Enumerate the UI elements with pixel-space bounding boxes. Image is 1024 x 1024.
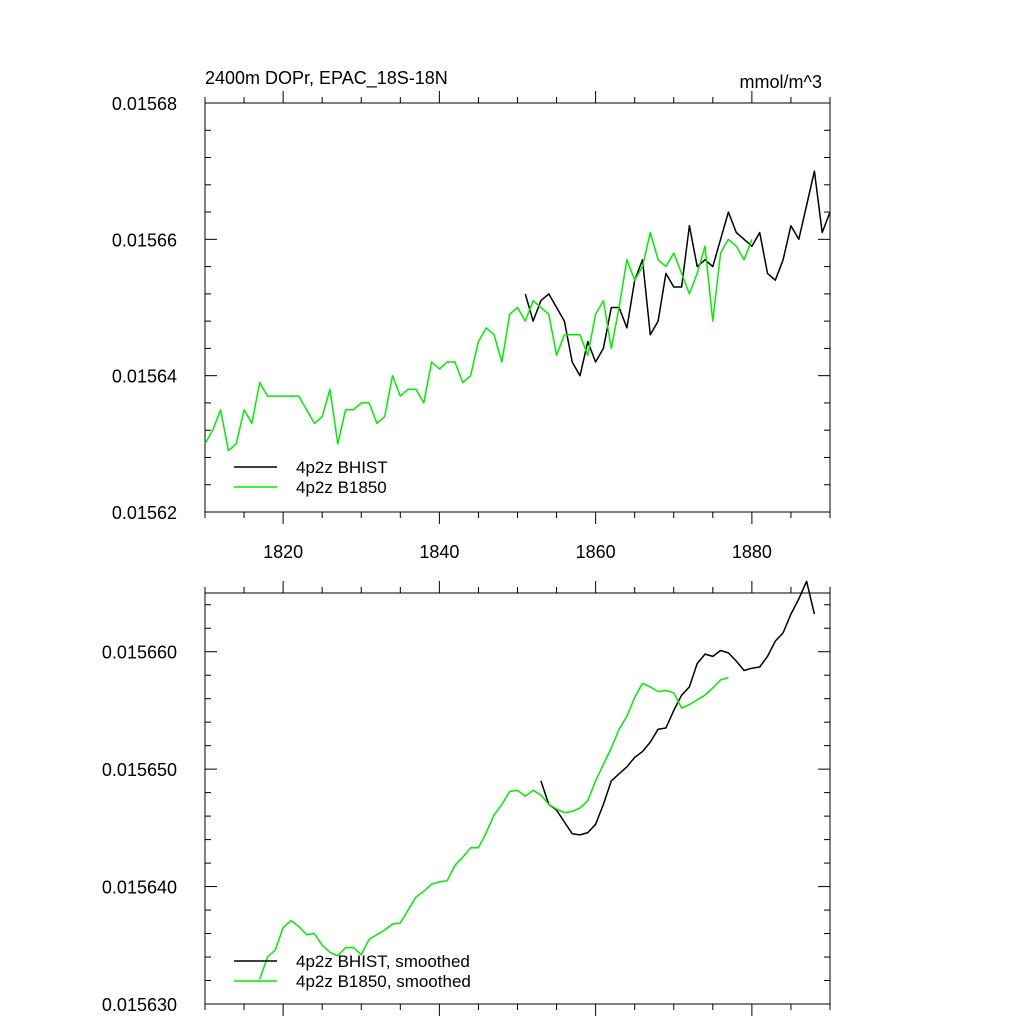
legend-label: 4p2z B1850 xyxy=(296,478,387,497)
x-tick-label: 1840 xyxy=(419,542,459,562)
chart-units: mmol/m^3 xyxy=(740,72,822,92)
legend-label: 4p2z BHIST xyxy=(296,458,388,477)
y-tick-label: 0.01562 xyxy=(112,503,177,523)
y-tick-label: 0.015650 xyxy=(102,760,177,780)
y-tick-label: 0.015630 xyxy=(102,995,177,1015)
y-tick-label: 0.01564 xyxy=(112,367,177,387)
series-line-0 xyxy=(540,580,816,836)
series-line-1 xyxy=(258,676,729,980)
legend-label: 4p2z BHIST, smoothed xyxy=(296,952,470,971)
plot-frame xyxy=(204,592,831,1005)
series-line-1 xyxy=(204,231,753,452)
top-chart-panel: 2400m DOPr, EPAC_18S-18N mmol/m^3 1820 18… xyxy=(112,68,831,562)
legend-label: 4p2z B1850, smoothed xyxy=(296,972,471,991)
y-tick-label: 0.015660 xyxy=(102,643,177,663)
y-tick-label: 0.01566 xyxy=(112,230,177,250)
chart-title: 2400m DOPr, EPAC_18S-18N xyxy=(205,68,448,89)
y-tick-label: 0.015640 xyxy=(102,878,177,898)
series-line-0 xyxy=(524,170,831,377)
x-tick-label: 1860 xyxy=(576,542,616,562)
y-tick-label: 0.01568 xyxy=(112,94,177,114)
x-tick-label: 1820 xyxy=(263,542,303,562)
bottom-chart-panel: 0.015630 0.015640 0.015650 0.015660 4p2z BHI… xyxy=(102,580,831,1016)
x-tick-label: 1880 xyxy=(732,542,772,562)
